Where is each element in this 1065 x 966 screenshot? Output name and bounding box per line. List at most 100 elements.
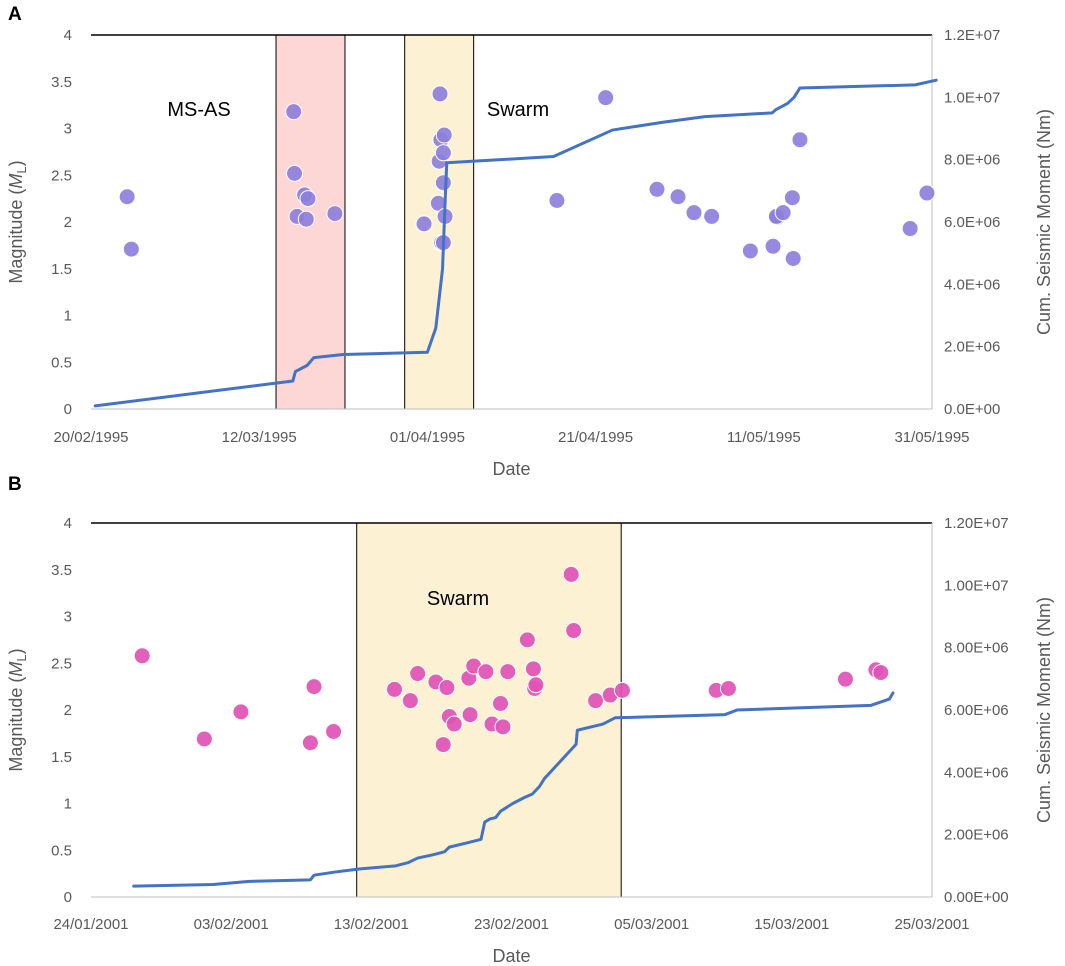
magnitude-point [326, 205, 344, 223]
y-axis-title-var: M [6, 662, 26, 677]
y2-tick-label: 2.0E+06 [944, 339, 1000, 356]
y-axis-title: Magnitude (ML) [6, 648, 29, 771]
panel-a-chart: 0 0.5 1 1.5 2 2.5 3 3.5 4 0.0E+00 2.0E+06 4.0E+06 6.… [6, 27, 1054, 479]
y-tick-label: 2.5 [51, 167, 72, 184]
y-tick-label: 0.5 [51, 354, 72, 371]
magnitude-point [431, 85, 449, 103]
magnitude-point [385, 680, 403, 698]
magnitude-point [548, 191, 566, 209]
magnitude-point [305, 678, 323, 696]
magnitude-point [648, 180, 666, 198]
cumulative-moment-line [132, 691, 895, 888]
magnitude-point [597, 89, 615, 107]
y-axis-title-sub: L [14, 166, 29, 173]
magnitude-point [918, 184, 936, 202]
magnitude-point [872, 664, 890, 682]
magnitude-point [195, 730, 213, 748]
magnitude-point [325, 723, 343, 741]
y-tick-label: 0.5 [51, 842, 72, 859]
y-axis-title-main: Magnitude ( [6, 677, 26, 772]
magnitude-point [435, 126, 453, 144]
y-axis-title-close: ) [6, 648, 26, 654]
x-tick-label: 23/02/2001 [474, 916, 549, 933]
x-axis-title: Date [492, 946, 530, 966]
x-tick-label: 12/03/1995 [222, 429, 297, 446]
magnitude-point [492, 694, 510, 712]
y-tick-label: 3 [64, 121, 72, 138]
magnitude-point [562, 565, 580, 583]
magnitude-point [415, 215, 433, 233]
magnitude-point [477, 663, 495, 681]
region-label: MS-AS [167, 99, 230, 121]
magnitude-point [685, 204, 703, 222]
y-tick-label: 4 [64, 27, 72, 44]
x-tick-label: 20/02/1995 [53, 429, 128, 446]
y2-tick-label: 1.20E+07 [944, 515, 1009, 532]
y2-tick-label: 4.00E+06 [944, 764, 1009, 781]
magnitude-point [764, 237, 782, 255]
magnitude-point [299, 190, 317, 208]
panel-label-a: A [8, 4, 22, 25]
y-tick-label: 0 [64, 889, 72, 906]
magnitude-point [118, 188, 136, 206]
magnitude-point [703, 207, 721, 225]
region-label: Swarm [427, 588, 489, 610]
y-tick-label: 3 [64, 609, 72, 626]
magnitude-point [587, 692, 605, 710]
y2-tick-label: 1.00E+07 [944, 577, 1009, 594]
x-tick-label: 24/01/2001 [53, 916, 128, 933]
y-axis-title-main: Magnitude ( [6, 189, 26, 284]
magnitude-point [527, 676, 545, 694]
y2-tick-label: 6.0E+06 [944, 214, 1000, 231]
y-tick-label: 0 [64, 401, 72, 418]
x-tick-label: 15/03/2001 [754, 916, 829, 933]
region-label: Swarm [487, 99, 549, 121]
x-axis-title: Date [492, 459, 530, 479]
y-axis-title-var: M [6, 174, 26, 189]
shaded-region [356, 522, 622, 898]
y-tick-label: 1 [64, 796, 72, 813]
y2-tick-label: 1.0E+07 [944, 89, 1000, 106]
magnitude-point [409, 665, 427, 683]
magnitude-point [122, 240, 140, 258]
magnitude-point [565, 622, 583, 640]
y2-axis-title: Cum. Seismic Moment (Nm) [1034, 597, 1054, 823]
panel-b-chart: 0 0.5 1 1.5 2 2.5 3 3.5 4 0.00E+00 2.00E+06 4.00E+0… [6, 515, 1054, 966]
magnitude-point [499, 663, 517, 681]
x-tick-label: 05/03/2001 [614, 916, 689, 933]
panel-label-b: B [8, 474, 22, 495]
y2-tick-label: 1.2E+07 [944, 27, 1000, 44]
y2-axis-title: Cum. Seismic Moment (Nm) [1034, 109, 1054, 335]
magnitude-point [518, 631, 536, 649]
magnitude-point [741, 242, 759, 260]
x-tick-label: 11/05/1995 [727, 429, 801, 446]
y-tick-label: 4 [64, 515, 72, 532]
magnitude-point [784, 249, 802, 267]
magnitude-point [774, 204, 792, 222]
magnitude-point [901, 220, 919, 238]
magnitude-point [791, 131, 809, 149]
y-tick-label: 1 [64, 308, 72, 325]
y2-tick-label: 8.0E+06 [944, 152, 1000, 169]
x-tick-label: 31/05/1995 [894, 429, 969, 446]
y2-tick-label: 2.00E+06 [944, 827, 1009, 844]
y-tick-label: 2.5 [51, 655, 72, 672]
magnitude-point [286, 164, 304, 182]
y-tick-label: 1.5 [51, 261, 72, 278]
y-tick-label: 3.5 [51, 74, 72, 91]
magnitude-point [301, 734, 319, 752]
y-axis-title-close: ) [6, 160, 26, 166]
x-tick-label: 25/03/2001 [894, 916, 969, 933]
magnitude-point [783, 189, 801, 207]
magnitude-point [719, 679, 737, 697]
x-tick-label: 03/02/2001 [194, 916, 269, 933]
y-axis-title-sub: L [14, 654, 29, 661]
x-tick-label: 21/04/1995 [558, 429, 633, 446]
magnitude-point [133, 647, 151, 665]
magnitude-point [613, 681, 631, 699]
magnitude-point [401, 692, 419, 710]
cumulative-moment-line [93, 78, 938, 408]
magnitude-point [438, 679, 456, 697]
magnitude-point [524, 660, 542, 678]
